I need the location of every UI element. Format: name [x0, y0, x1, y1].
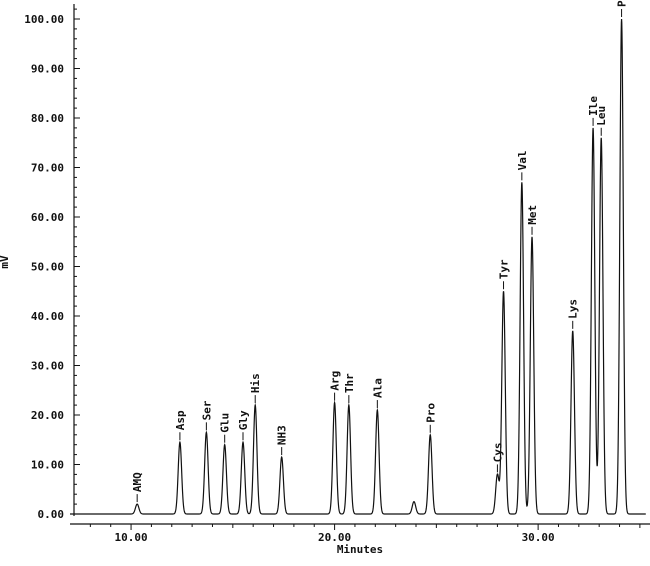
peak-label: Cys: [491, 443, 504, 463]
peak-label: Thr: [343, 373, 356, 393]
y-tick-label: 100.00: [24, 13, 64, 26]
y-tick-label: 20.00: [31, 409, 64, 422]
chromatogram-trace: [70, 18, 646, 515]
peak-label: AMQ: [131, 472, 144, 492]
peak-label: Gly: [237, 410, 250, 430]
y-tick-label: 10.00: [31, 459, 64, 472]
y-tick-label: 60.00: [31, 211, 64, 224]
x-axis: 10.00 20.00 30.00: [70, 523, 650, 544]
peak-label: Ile: [587, 96, 600, 116]
y-tick-label: 30.00: [31, 360, 64, 373]
peak-label: Tyr: [498, 259, 511, 279]
y-tick-label: 50.00: [31, 261, 64, 274]
peak-label: Ala: [371, 378, 384, 398]
y-axis: 0.00 10.00 20.00 30.00 40.00 50.00 60.00 70.00 8…: [24, 4, 80, 521]
x-tick-label: 10.00: [114, 531, 147, 544]
y-tick-label: 40.00: [31, 310, 64, 323]
y-tick-label: 0.00: [38, 508, 65, 521]
y-tick-label: 70.00: [31, 162, 64, 175]
peak-label: Asp: [174, 410, 187, 430]
x-axis-title: Minutes: [337, 543, 383, 556]
peak-label: Pro: [424, 403, 437, 423]
peak-labels: AMQ Asp Ser Glu Gly His NH3 Arg Thr Ala Pro Cys Tyr V…: [131, 0, 629, 503]
y-tick-label: 90.00: [31, 63, 64, 76]
peak-label: Val: [516, 150, 529, 170]
peak-label: Leu: [595, 106, 608, 126]
y-axis-title: mV: [0, 255, 11, 269]
peak-label: Lys: [567, 299, 580, 319]
y-tick-label: 80.00: [31, 112, 64, 125]
peak-label: Met: [526, 205, 539, 225]
peak-label: Glu: [219, 413, 232, 433]
peak-label: Phe: [616, 0, 629, 7]
x-tick-label: 30.00: [522, 531, 555, 544]
peak-label: NH3: [276, 425, 289, 445]
peak-label: Arg: [329, 371, 342, 391]
peak-label: Ser: [200, 400, 213, 420]
peak-label: His: [249, 373, 262, 393]
x-tick-label: 20.00: [318, 531, 351, 544]
